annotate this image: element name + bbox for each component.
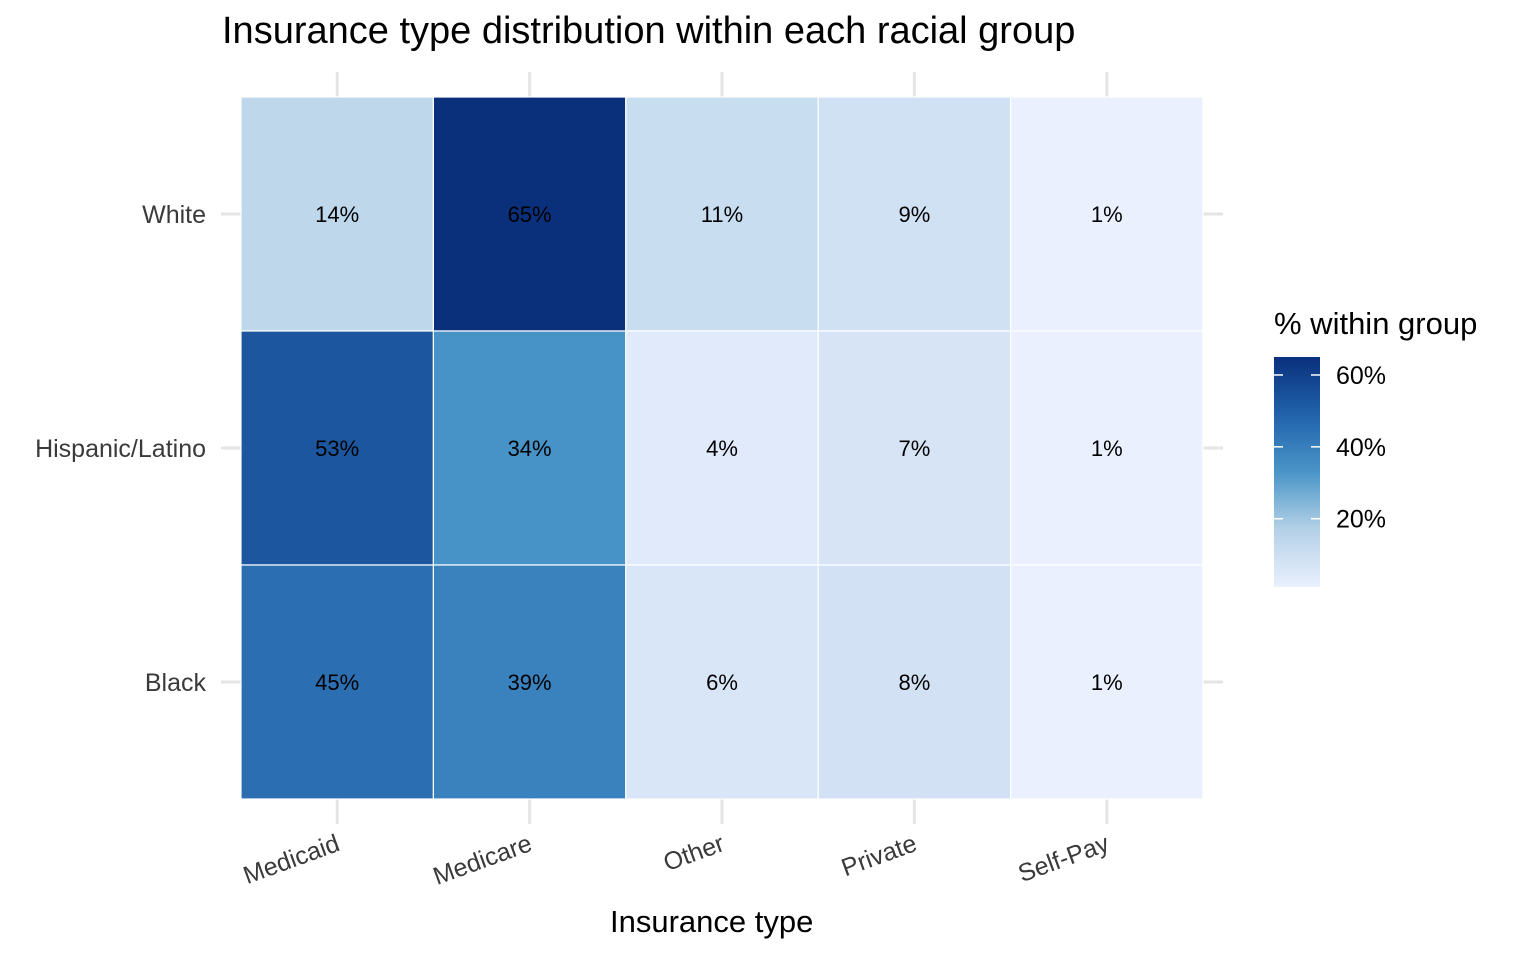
cell-label: 1% [1091, 670, 1123, 695]
heatmap-cell-hispanic-latino-other [625, 330, 819, 566]
legend: 20% 40% 60% [1274, 357, 1386, 587]
cell-label: 7% [899, 436, 931, 461]
x-tick-label: Medicaid [240, 829, 344, 890]
heatmap-cells [240, 96, 1204, 800]
legend-tick-label: 20% [1336, 506, 1386, 534]
heatmap-cell-hispanic-latino-medicare [432, 330, 627, 566]
x-tick-label: Medicare [429, 829, 535, 890]
heatmap-cell-white-self-pay [1009, 96, 1204, 332]
heatmap-cell-hispanic-latino-private [817, 330, 1012, 566]
cell-label: 1% [1091, 436, 1123, 461]
cell-labels: 14% 65% 11% 9% 1% 53% 34% 4% 7% 1% 45% 39% 6% 8% 1% [315, 202, 1123, 695]
legend-title: % within group [1274, 306, 1478, 341]
heatmap-cell-black-medicaid [240, 564, 434, 800]
heatmap-cell-white-other [625, 96, 819, 332]
cell-label: 6% [706, 670, 738, 695]
cell-label: 53% [315, 436, 359, 461]
heatmap-cell-black-self-pay [1009, 564, 1204, 800]
cell-label: 1% [1091, 202, 1123, 227]
cell-label: 39% [508, 670, 552, 695]
x-axis: Medicaid Medicare Other Private Self-Pay [240, 829, 1114, 891]
legend-tick-label: 40% [1336, 434, 1386, 462]
x-tick-label: Private [838, 829, 921, 882]
y-tick-label: Hispanic/Latino [35, 435, 206, 463]
y-tick-label: White [142, 201, 206, 229]
y-axis: White Hispanic/Latino Black [35, 201, 206, 697]
cell-label: 9% [899, 202, 931, 227]
heatmap-cell-black-private [817, 564, 1012, 800]
chart-title: Insurance type distribution within each … [222, 10, 1076, 52]
legend-tick-label: 60% [1336, 362, 1386, 390]
cell-label: 45% [315, 670, 359, 695]
heatmap-cell-hispanic-latino-self-pay [1009, 330, 1204, 566]
cell-label: 14% [315, 202, 359, 227]
y-tick-label: Black [145, 669, 207, 697]
cell-label: 34% [508, 436, 552, 461]
gridlines [221, 72, 1223, 824]
legend-colorbar [1274, 357, 1320, 587]
cell-label: 65% [508, 202, 552, 227]
x-tick-label: Self-Pay [1014, 829, 1113, 888]
cell-label: 4% [706, 436, 738, 461]
heatmap-cell-white-medicare [432, 96, 627, 332]
x-tick-label: Other [660, 829, 728, 877]
cell-label: 8% [899, 670, 931, 695]
heatmap-cell-white-private [817, 96, 1012, 332]
cell-label: 11% [701, 202, 743, 227]
heatmap-cell-white-medicaid [240, 96, 434, 332]
x-axis-title: Insurance type [610, 904, 814, 939]
